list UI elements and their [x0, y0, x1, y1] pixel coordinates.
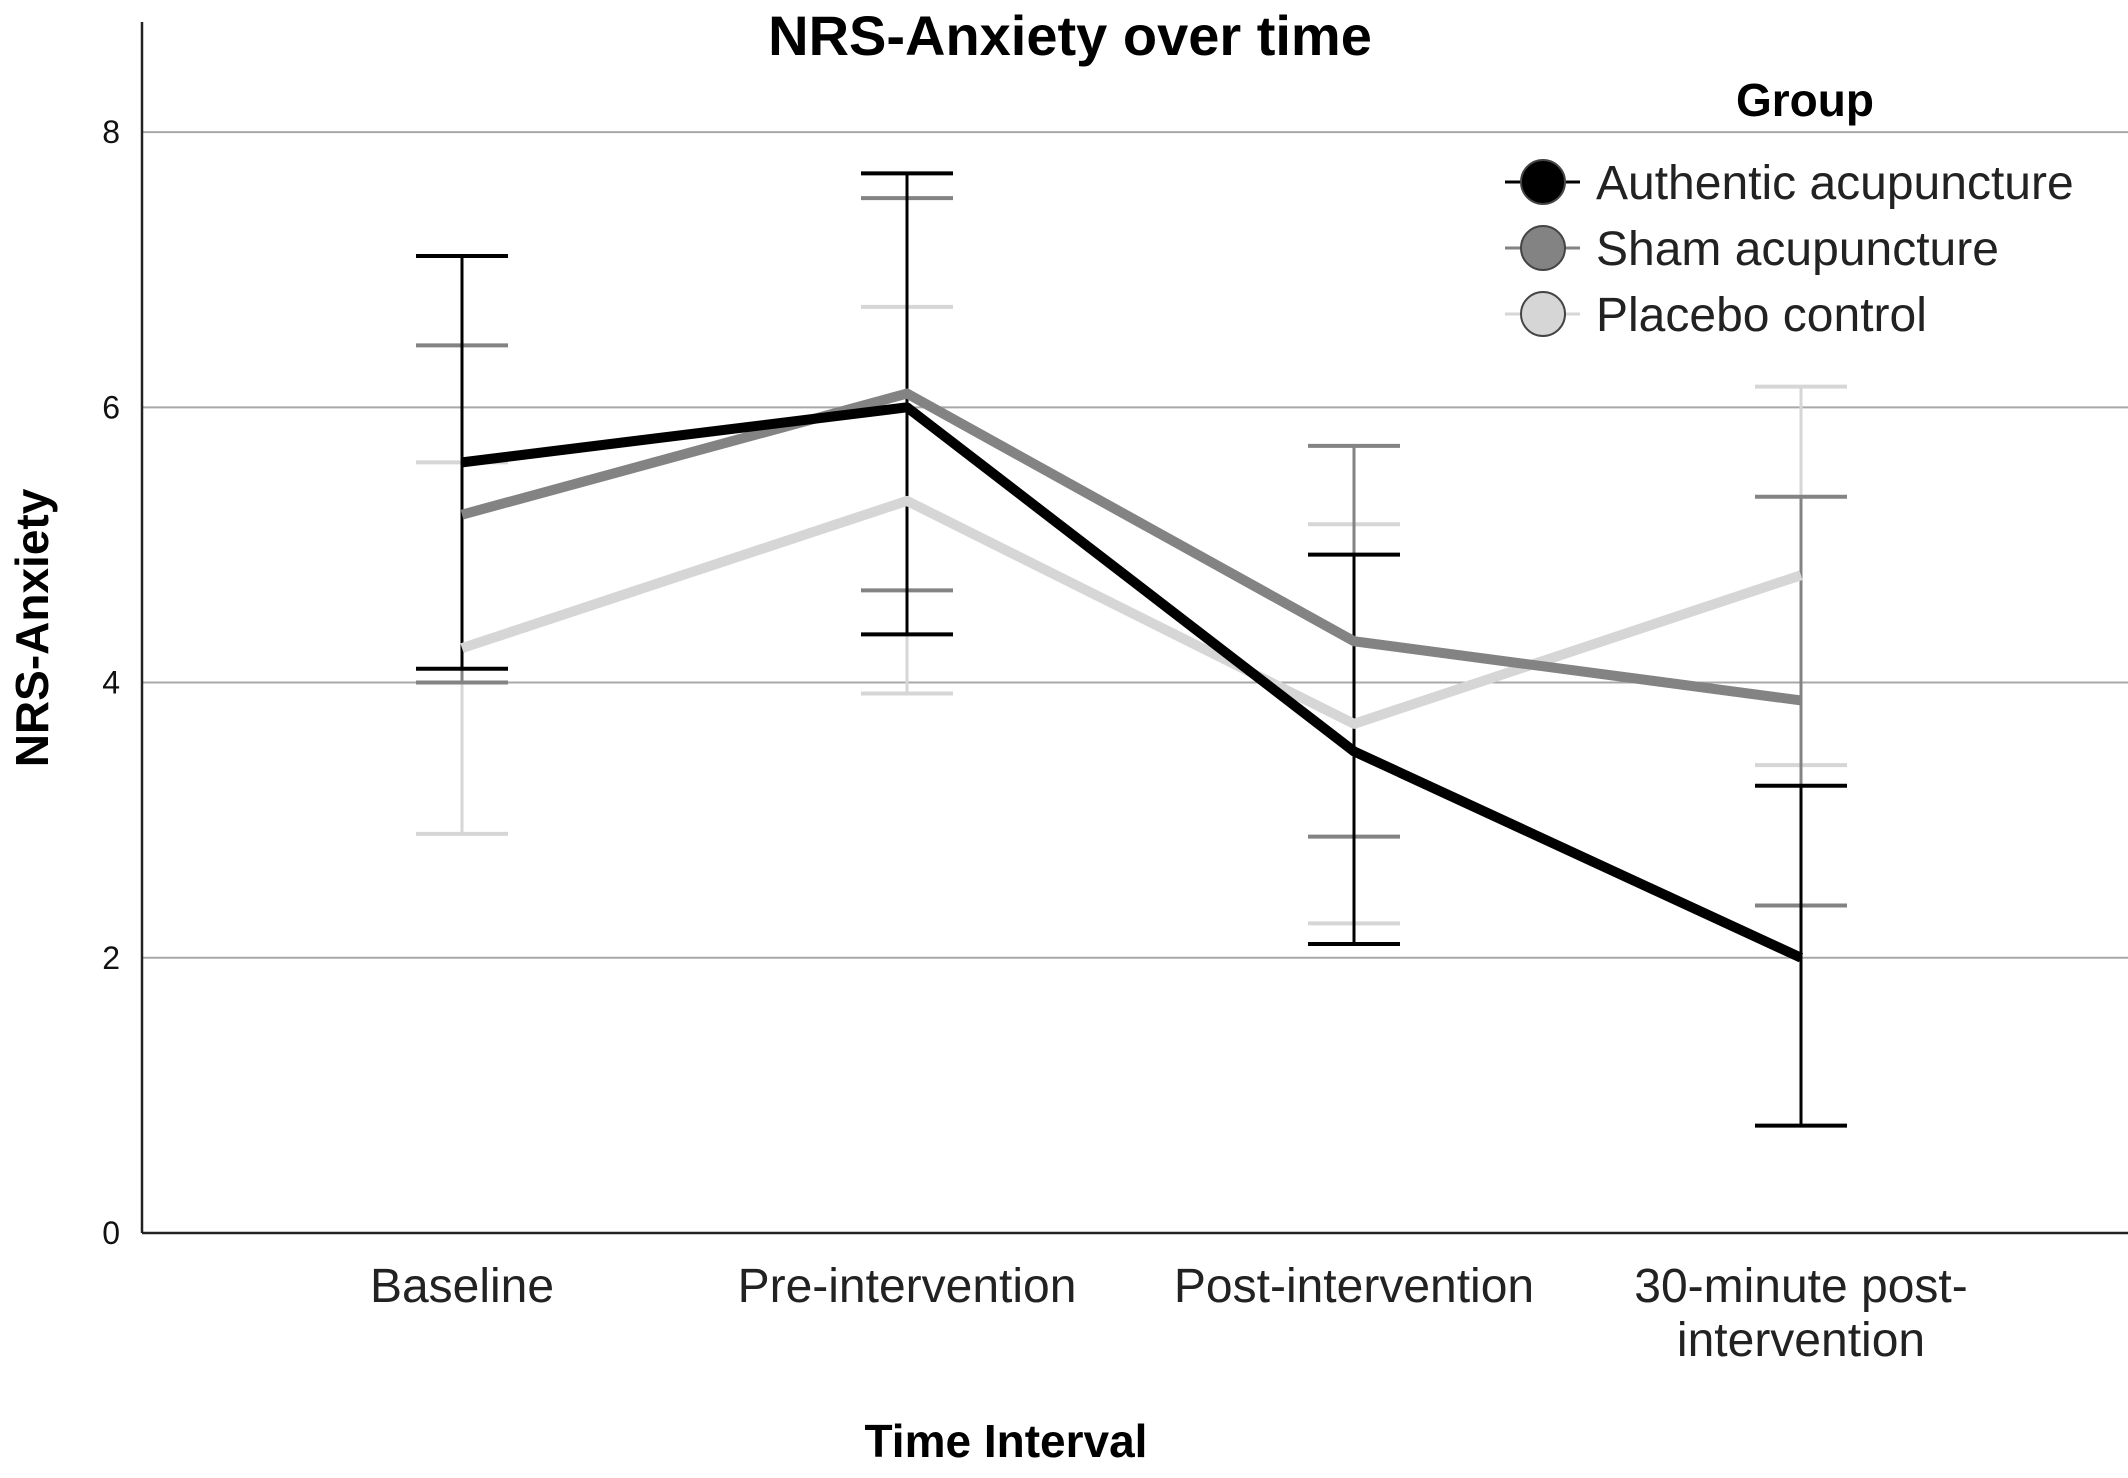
x-tick-label-line: Pre-intervention — [738, 1260, 1077, 1313]
legend-item: Authentic acupuncture — [1505, 157, 2074, 210]
x-tick-labels: Baseline Pre-intervention Post-interventio… — [370, 1260, 1968, 1367]
legend-label: Authentic acupuncture — [1596, 157, 2074, 210]
x-tick-label-line: intervention — [1677, 1314, 1925, 1367]
x-tick-label: Baseline — [370, 1260, 554, 1313]
legend-label: Placebo control — [1596, 289, 1927, 342]
x-tick-label: Pre-intervention — [738, 1260, 1077, 1313]
x-tick-label: Post-intervention — [1174, 1260, 1534, 1313]
y-tick-label: 6 — [102, 389, 120, 425]
legend-title: Group — [1736, 74, 1874, 126]
legend-item: Placebo control — [1505, 289, 1927, 342]
legend-label: Sham acupuncture — [1596, 223, 1999, 276]
series-lines — [460, 388, 1804, 963]
y-tick-labels: 0 2 4 6 8 — [102, 114, 120, 1251]
x-tick-label: 30-minute post-intervention — [1634, 1260, 1968, 1367]
y-axis-title: NRS-Anxiety — [6, 488, 58, 767]
series-line — [461, 402, 1804, 963]
y-tick-label: 2 — [102, 940, 120, 976]
x-axis-title: Time Interval — [865, 1415, 1148, 1467]
x-tick-label-line: Baseline — [370, 1260, 554, 1313]
legend-swatch-marker — [1520, 225, 1566, 271]
legend-swatch-marker — [1520, 291, 1566, 337]
y-tick-label: 4 — [102, 665, 120, 701]
series-line — [460, 495, 1803, 729]
y-tick-label: 8 — [102, 114, 120, 150]
legend-item: Sham acupuncture — [1505, 223, 1999, 276]
y-tick-label: 0 — [102, 1215, 120, 1251]
x-tick-label-line: 30-minute post- — [1634, 1260, 1968, 1313]
chart-title: NRS-Anxiety over time — [768, 4, 1372, 67]
series-line — [460, 388, 1802, 706]
x-tick-label-line: Post-intervention — [1174, 1260, 1534, 1313]
legend: Group Authentic acupuncture Sham acupunct… — [1505, 74, 2074, 342]
legend-swatch-marker — [1520, 159, 1566, 205]
axes — [140, 22, 2128, 1235]
